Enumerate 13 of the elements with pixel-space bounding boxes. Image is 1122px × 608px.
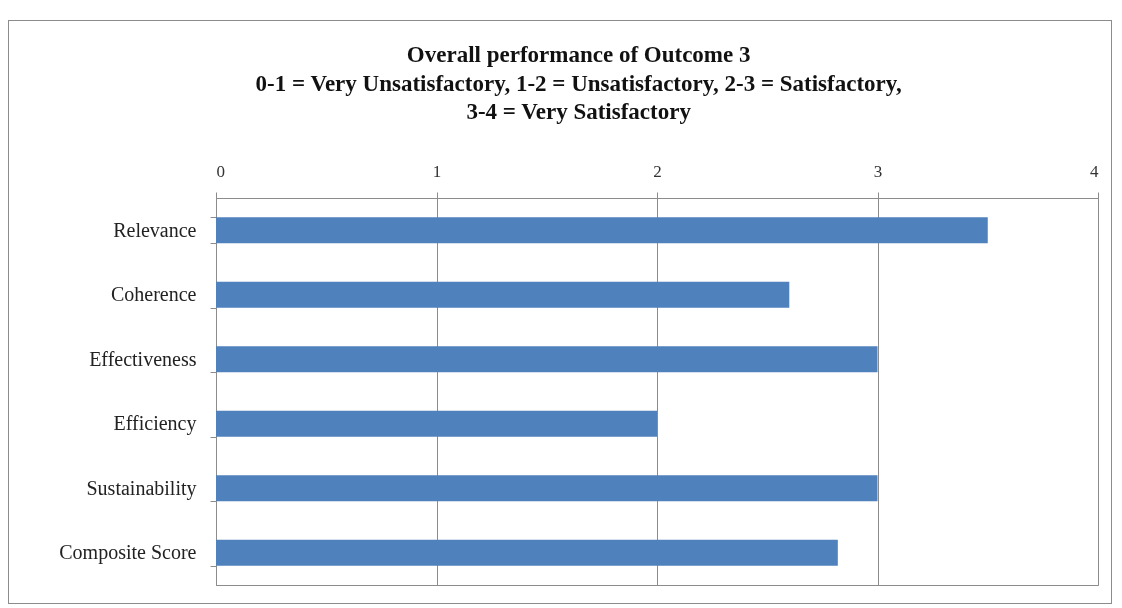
x-tick-label: 3 [873,161,883,181]
y-tick-label: Effectiveness [89,347,197,370]
y-tick-label: Efficiency [113,412,197,436]
y-tick-label: Composite Score [59,541,197,565]
x-tick-label: 0 [216,161,225,181]
chart-title: Overall performance of Outcome 3 [406,42,751,67]
y-tick-label: Coherence [110,283,197,306]
y-tick-label: Relevance [113,218,197,241]
chart-subtitle: 0-1 = Very Unsatisfactory, 1-2 = Unsatisfactory, 2-3 = Satisfactory, 3-4 = Very Satisfactory [255,71,902,124]
x-tick-label: 4 [1090,161,1099,181]
x-tick-label: 1 [432,161,442,181]
y-tick-label: Sustainability [86,476,197,500]
x-tick-label: 2 [653,161,662,181]
